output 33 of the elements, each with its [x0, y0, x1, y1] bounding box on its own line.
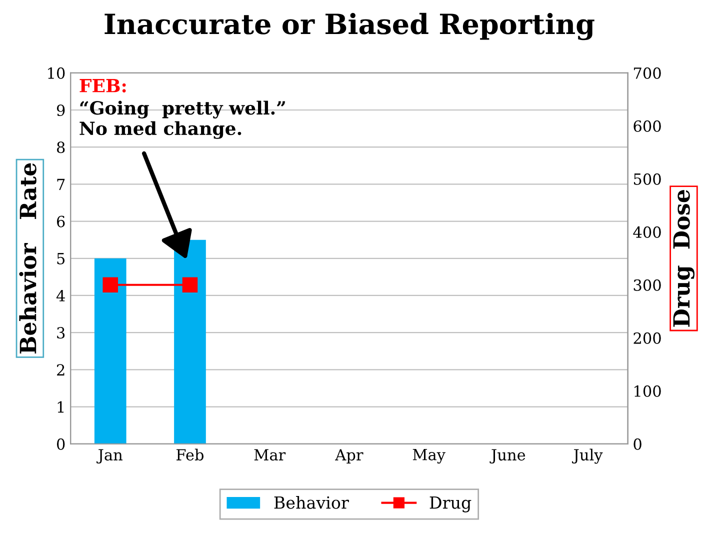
x-tick-label: July	[572, 448, 603, 464]
y-tick-label: 9	[56, 104, 65, 116]
y-tick-label: 4	[56, 290, 65, 302]
y-tick-label: 5	[57, 253, 65, 264]
y-tick-label: 1	[58, 401, 64, 413]
x-tick-label: Mar	[254, 449, 286, 461]
y2-tick-label: 0	[634, 438, 642, 450]
y-tick-label: 8	[57, 142, 65, 154]
y2-tick-label: 300	[634, 279, 661, 291]
y2-tick-label: 100	[634, 385, 661, 397]
x-tick-label: Jan	[96, 449, 122, 464]
legend-label: Drug	[430, 496, 472, 512]
y2-axis-title: Drug Dose	[673, 190, 694, 327]
x-tick-label: Feb	[176, 448, 204, 461]
x-tick-label: Apr	[335, 449, 364, 464]
chart-title: Inaccurate or Biased Reporting	[104, 12, 594, 40]
y-tick-label: 7	[57, 178, 65, 190]
y2-tick-label: 600	[634, 120, 661, 132]
y-axis-title: Behavior Rate	[19, 163, 36, 354]
y-tick-label: 3	[57, 327, 65, 339]
legend-label: Behavior	[274, 496, 349, 509]
annotation: “Going pretty well.” No med change.	[80, 100, 286, 139]
y2-tick-label: 200	[634, 332, 661, 344]
y-tick-label: 10	[48, 67, 65, 79]
y2-tick-label: 400	[633, 226, 661, 238]
x-tick-label: May	[412, 448, 446, 464]
y2-tick-label: 500	[634, 173, 661, 185]
y-tick-label: 6	[57, 216, 65, 228]
y-tick-label: 0	[56, 438, 65, 450]
y-tick-label: 2	[57, 364, 64, 376]
x-tick-label: June	[490, 449, 526, 464]
y2-tick-label: 700	[634, 67, 661, 79]
annotation: FEB:	[80, 79, 126, 92]
